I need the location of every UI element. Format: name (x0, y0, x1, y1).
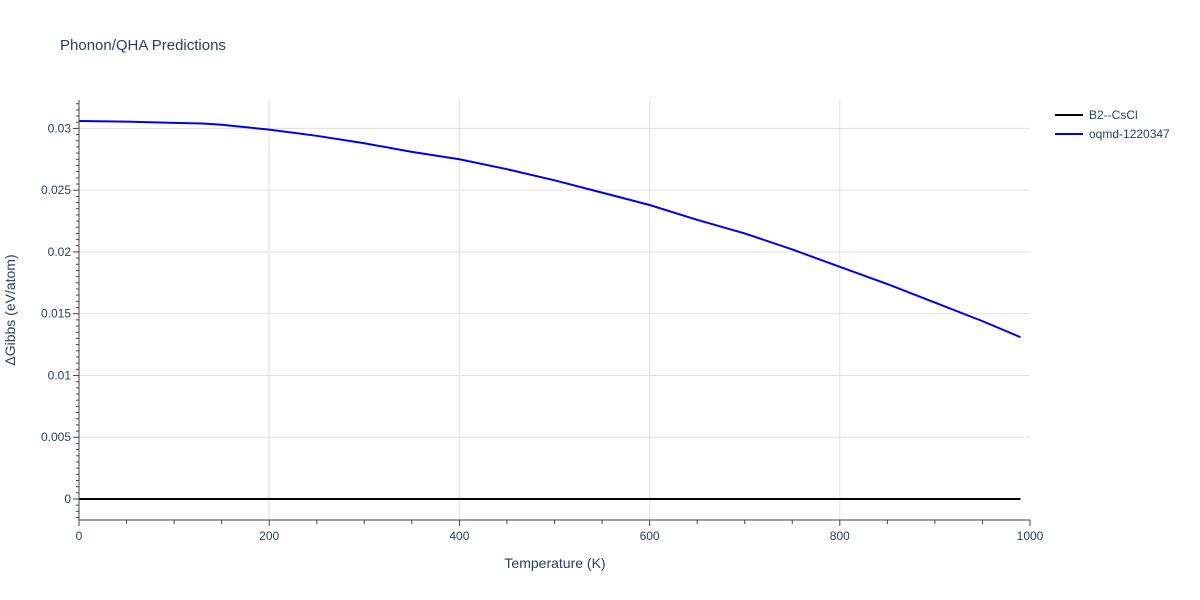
x-axis-ticks: 0 200 400 600 800 1000 (76, 520, 1044, 543)
x-tick-label: 1000 (1017, 529, 1044, 543)
y-tick-label: 0.025 (41, 183, 71, 197)
y-tick-label: 0.02 (48, 245, 72, 259)
x-tick-label: 200 (259, 529, 279, 543)
y-tick-label: 0.005 (41, 430, 71, 444)
series-line-oqmd-1220347 (78, 120, 1021, 339)
legend-label: B2--CsCl (1089, 108, 1138, 122)
x-axis-title: Temperature (K) (504, 555, 605, 571)
y-tick-label: 0 (64, 492, 71, 506)
y-gridlines (79, 127, 1030, 438)
x-tick-label: 0 (76, 529, 83, 543)
plot-series (78, 120, 1021, 500)
x-tick-label: 800 (830, 529, 850, 543)
y-axis-ticks: 0 0.005 0.01 0.015 0.02 0.025 0.03 (41, 103, 79, 519)
y-axis-title: ΔGibbs (eV/atom) (2, 254, 18, 365)
y-tick-label: 0.01 (48, 368, 72, 382)
x-tick-label: 400 (449, 529, 469, 543)
chart-title: Phonon/QHA Predictions (60, 37, 226, 54)
x-tick-label: 600 (640, 529, 660, 543)
y-tick-label: 0.015 (41, 307, 71, 321)
legend-label: oqmd-1220347 (1089, 127, 1170, 141)
axes (78, 100, 1030, 521)
y-tick-label: 0.03 (48, 121, 72, 135)
x-gridlines (268, 100, 841, 520)
legend: B2--CsCl oqmd-1220347 (1055, 108, 1170, 141)
